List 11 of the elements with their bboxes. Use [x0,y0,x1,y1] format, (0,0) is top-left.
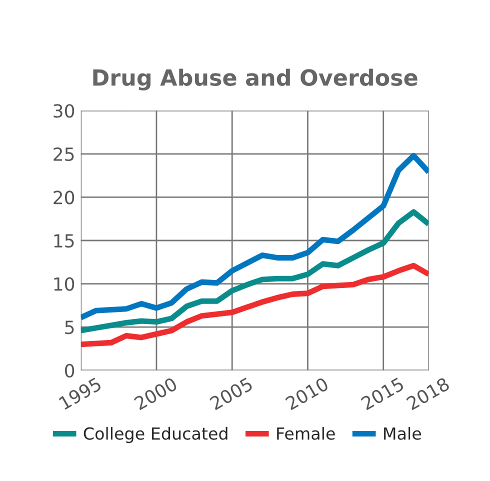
y-tick-label: 0 [64,364,74,378]
y-tick-label: 20 [54,190,74,204]
legend-label: Female [277,426,335,440]
legend-label: Male [384,426,422,440]
chart-title: Drug Abuse and Overdose [93,68,418,90]
y-tick-label: 10 [54,277,74,291]
y-tick-label: 15 [54,234,74,248]
y-tick-label: 30 [54,104,74,118]
legend-label: College Educated [84,426,228,444]
y-tick-label: 5 [65,320,74,334]
y-tick-label: 25 [54,147,74,162]
